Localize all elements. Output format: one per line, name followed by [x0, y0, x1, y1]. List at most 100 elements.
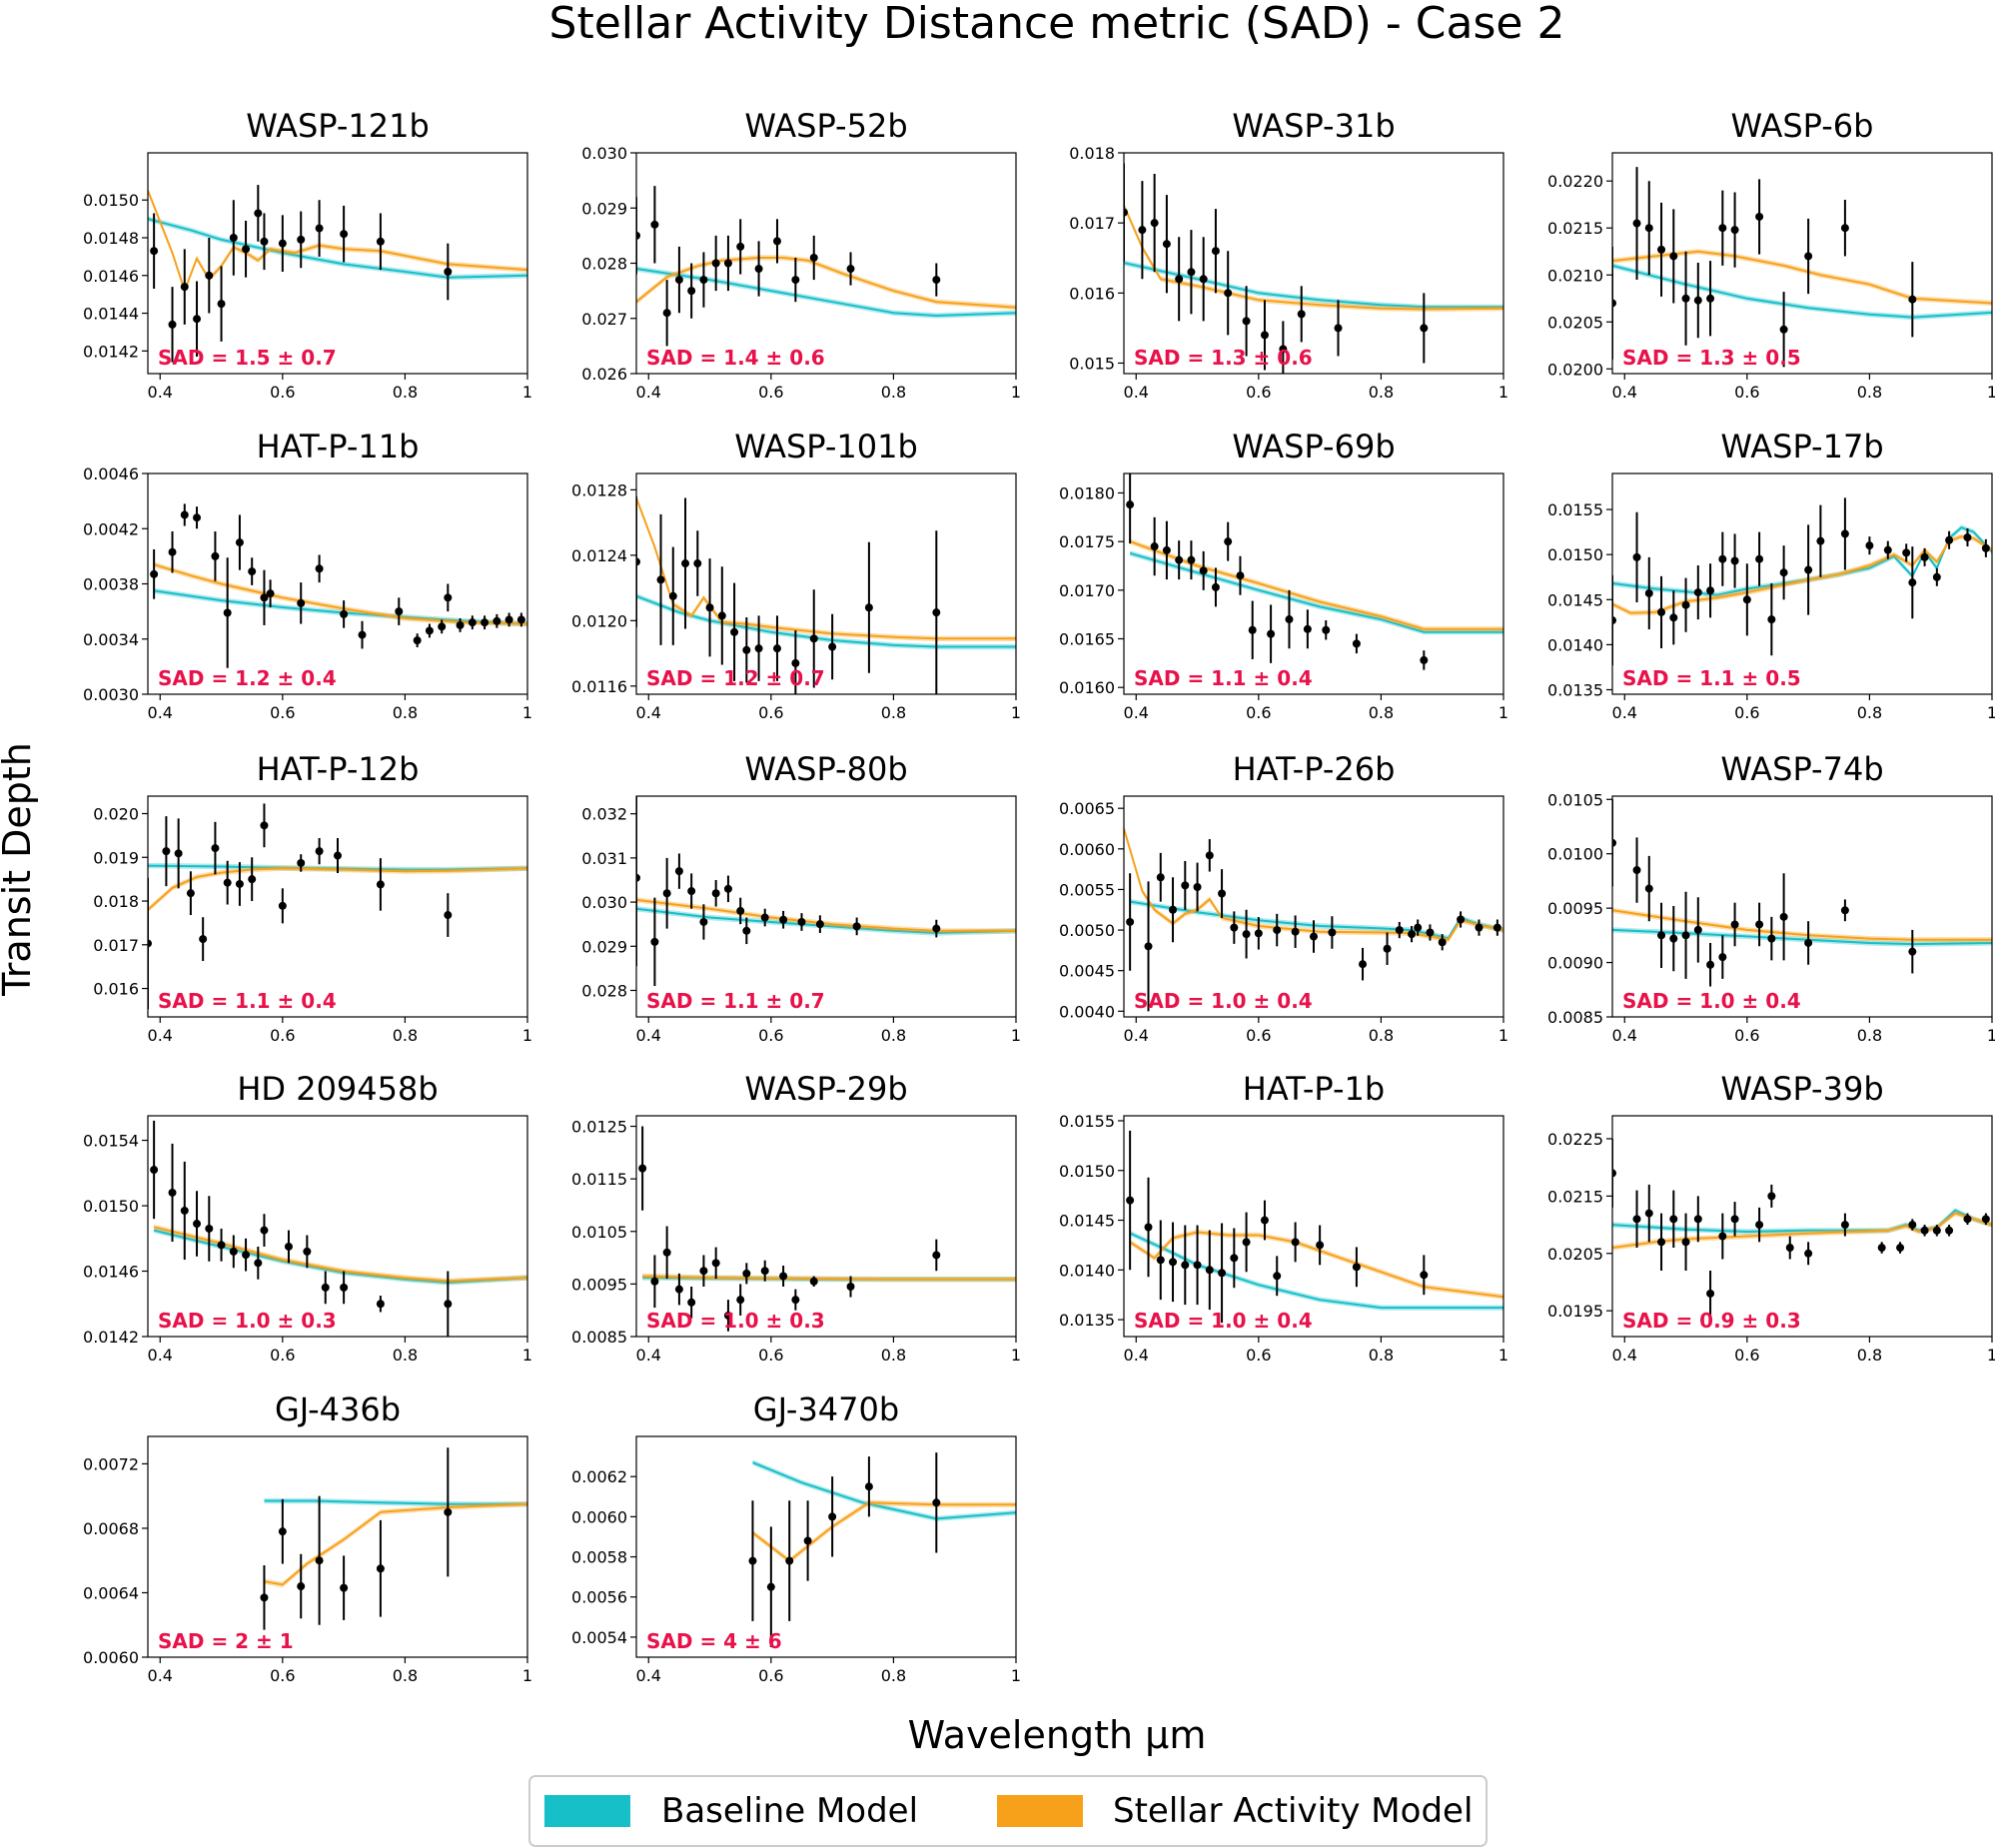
- y-tick-label: 0.0150: [83, 1197, 139, 1216]
- axes-frame: [635, 1435, 1017, 1658]
- y-tick-label: 0.0148: [83, 229, 139, 248]
- data-marker: [766, 1582, 775, 1591]
- data-point: [736, 1284, 745, 1316]
- data-point: [1908, 1219, 1917, 1231]
- data-point: [717, 566, 726, 665]
- data-marker: [229, 234, 238, 242]
- data-marker: [1144, 1223, 1153, 1232]
- data-point: [1273, 1256, 1282, 1297]
- data-point: [217, 266, 226, 342]
- data-marker: [1908, 1221, 1917, 1230]
- data-marker: [1908, 295, 1917, 304]
- data-point: [248, 557, 257, 585]
- axes-frame: [1611, 472, 1993, 695]
- data-marker: [1260, 331, 1269, 340]
- data-marker: [864, 603, 873, 612]
- y-tick-label: 0.0116: [571, 677, 627, 696]
- data-point: [723, 1300, 732, 1332]
- data-point: [516, 612, 525, 627]
- data-marker: [1199, 566, 1208, 575]
- x-tick-label: 1: [1498, 703, 1508, 722]
- data-point: [1612, 247, 1616, 360]
- data-point: [1706, 1270, 1715, 1317]
- y-tick-label: 0.032: [581, 805, 627, 824]
- stellar-activity-model-line: [1612, 909, 1992, 941]
- data-marker: [1632, 552, 1641, 561]
- data-marker: [150, 569, 159, 578]
- data-point: [1681, 891, 1690, 979]
- data-point: [1297, 286, 1306, 343]
- y-tick-label: 0.0058: [571, 1548, 627, 1567]
- data-marker: [1693, 296, 1702, 305]
- baseline-model-line: [1129, 551, 1503, 633]
- y-tick-label: 0.0056: [571, 1588, 627, 1607]
- data-point: [1730, 1202, 1739, 1237]
- plot-area: [636, 494, 1016, 694]
- data-marker: [1254, 929, 1263, 938]
- data-marker: [1126, 1196, 1135, 1205]
- data-point: [1908, 929, 1917, 974]
- data-marker: [1755, 1221, 1764, 1230]
- data-marker: [932, 276, 941, 285]
- data-marker: [1755, 554, 1764, 563]
- y-tick-label: 0.0142: [83, 1328, 139, 1347]
- data-marker: [334, 851, 342, 860]
- data-point: [846, 1276, 855, 1298]
- data-point: [1156, 1220, 1165, 1301]
- data-point: [376, 858, 385, 911]
- data-point: [444, 1447, 453, 1577]
- data-marker: [711, 889, 720, 898]
- data-marker: [260, 1226, 269, 1235]
- baseline-model-band: [636, 266, 1016, 319]
- data-point: [1420, 293, 1429, 364]
- data-marker: [1285, 615, 1294, 624]
- data-point: [1211, 209, 1220, 294]
- data-point: [803, 1500, 812, 1581]
- y-tick-label: 0.016: [93, 980, 139, 999]
- data-point: [1644, 1184, 1653, 1243]
- data-point: [395, 597, 404, 625]
- data-marker: [438, 622, 447, 631]
- data-point: [315, 1495, 324, 1625]
- data-marker: [493, 616, 501, 625]
- data-marker: [674, 276, 683, 285]
- y-tick-label: 0.0042: [83, 519, 139, 538]
- data-point: [148, 877, 152, 1010]
- x-tick-label: 1: [1498, 383, 1508, 402]
- data-marker: [1316, 1241, 1325, 1250]
- data-point: [217, 1228, 226, 1262]
- data-marker: [1730, 556, 1739, 565]
- y-tick-label: 0.027: [581, 310, 627, 329]
- data-marker: [1291, 927, 1300, 936]
- x-tick-label: 0.4: [148, 1666, 173, 1685]
- data-point: [1693, 565, 1702, 620]
- data-marker: [1657, 607, 1666, 616]
- panel-hd-209458b: HD 209458b 0.4 0.6 0.8 1 0.0142 0.0146 0.0150 0.…: [83, 1070, 532, 1365]
- data-point: [1162, 520, 1171, 580]
- data-marker: [730, 627, 739, 636]
- data-point: [444, 1271, 453, 1337]
- data-marker: [1205, 1266, 1214, 1275]
- data-point: [168, 1143, 177, 1243]
- y-tick-label: 0.0205: [1547, 313, 1603, 332]
- data-point: [1963, 528, 1972, 547]
- data-point: [1175, 540, 1184, 580]
- data-marker: [1669, 613, 1678, 622]
- data-point: [1273, 913, 1282, 947]
- y-tick-label: 0.0195: [1547, 1302, 1603, 1321]
- data-marker: [1981, 1215, 1990, 1224]
- x-tick-label: 0.4: [1124, 1346, 1149, 1365]
- x-tick-label: 0.6: [270, 383, 295, 402]
- stellar-activity-model-band: [1612, 907, 1992, 943]
- plot-area: [1124, 163, 1503, 374]
- data-point: [1493, 919, 1501, 936]
- data-point: [150, 1120, 159, 1220]
- data-point: [504, 612, 513, 627]
- sad-label: SAD = 1.2 ± 0.4: [158, 666, 337, 690]
- x-tick-label: 0.4: [148, 703, 173, 722]
- data-point: [711, 235, 720, 292]
- panel-title: WASP-52b: [744, 107, 907, 145]
- data-point: [772, 615, 781, 681]
- data-point: [1767, 916, 1776, 961]
- data-marker: [932, 924, 941, 933]
